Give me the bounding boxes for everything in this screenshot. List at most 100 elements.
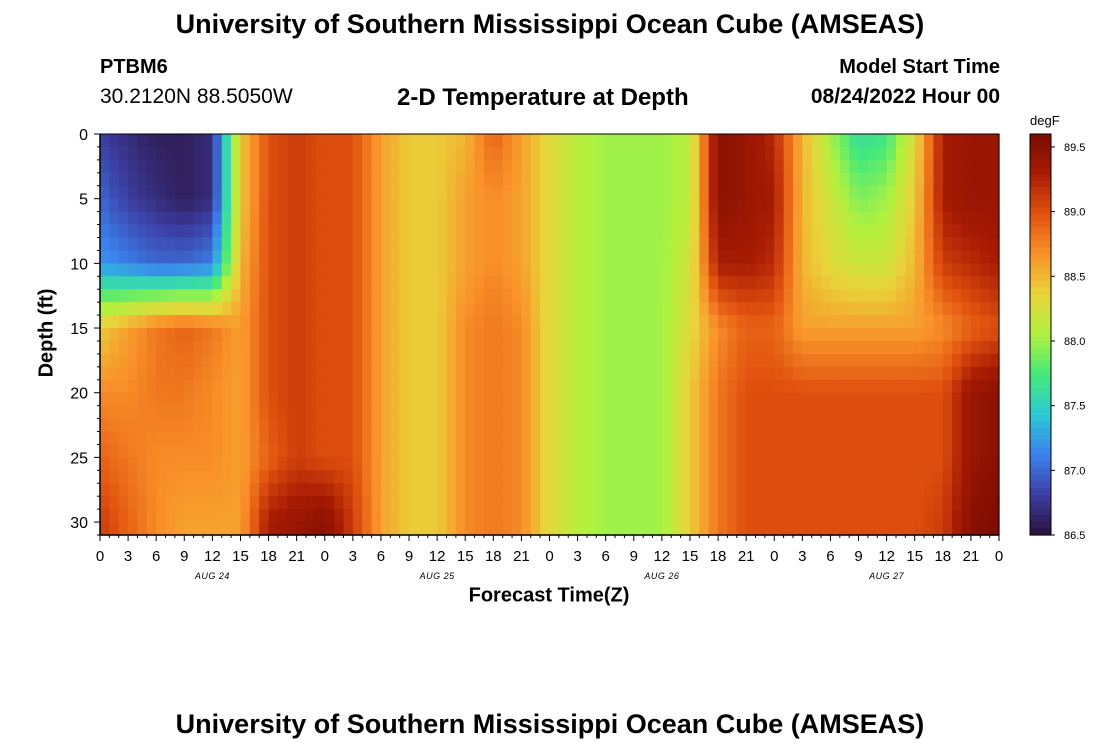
heatmap-cell <box>858 392 869 407</box>
heatmap-cell <box>895 328 906 342</box>
heatmap-cell <box>764 483 775 497</box>
heatmap-cell <box>718 276 729 290</box>
heatmap-cell <box>849 353 860 368</box>
colorbar-segment <box>1030 528 1051 536</box>
heatmap-cell <box>259 263 270 277</box>
heatmap-cell <box>792 211 803 226</box>
heatmap-cell <box>390 340 401 355</box>
heatmap-cell <box>231 263 242 277</box>
heatmap-cell <box>174 224 185 239</box>
heatmap-cell <box>343 366 354 381</box>
heatmap-cell <box>362 328 373 342</box>
heatmap-cell <box>858 224 869 239</box>
heatmap-cell <box>109 353 120 368</box>
heatmap-cell <box>671 185 682 200</box>
heatmap-cell <box>165 211 176 226</box>
heatmap-cell <box>530 340 541 355</box>
heatmap-cell <box>689 457 700 471</box>
heatmap-cell <box>736 263 747 277</box>
heatmap-cell <box>474 134 485 148</box>
heatmap-cell <box>774 159 785 174</box>
heatmap-cell <box>540 340 551 355</box>
heatmap-cell <box>521 263 532 277</box>
heatmap-cell <box>455 263 466 277</box>
heatmap-cell <box>324 276 335 290</box>
heatmap-cell <box>615 263 626 277</box>
heatmap-cell <box>324 522 335 536</box>
heatmap-cell <box>474 237 485 252</box>
heatmap-cell <box>362 353 373 368</box>
heatmap-cell <box>371 444 382 458</box>
colorbar-segment <box>1030 200 1051 209</box>
heatmap-cell <box>689 263 700 277</box>
heatmap-cell <box>137 237 148 252</box>
heatmap-cell <box>755 431 766 446</box>
heatmap-cell <box>586 146 597 161</box>
heatmap-cell <box>352 444 363 458</box>
heatmap-cell <box>399 418 410 433</box>
heatmap-cell <box>446 366 457 381</box>
heatmap-cell <box>306 146 316 161</box>
heatmap-cell <box>661 172 672 187</box>
heatmap-cell <box>877 496 888 510</box>
heatmap-cell <box>699 185 710 200</box>
heatmap-cell <box>324 379 335 394</box>
heatmap-cell <box>802 444 813 458</box>
heatmap-cell <box>483 522 494 536</box>
heatmap-cell <box>540 302 551 316</box>
heatmap-cell <box>306 509 316 523</box>
heatmap-cell <box>849 328 860 342</box>
heatmap-cell <box>596 392 607 407</box>
heatmap-cell <box>512 211 522 226</box>
heatmap-cell <box>558 470 569 484</box>
heatmap-cell <box>821 470 832 484</box>
heatmap-cell <box>399 366 410 381</box>
heatmap-cell <box>483 483 494 497</box>
heatmap-cell <box>287 263 298 277</box>
heatmap-cell <box>718 483 729 497</box>
heatmap-cell <box>343 431 354 446</box>
heatmap-cell <box>680 237 691 252</box>
heatmap-cell <box>689 315 700 329</box>
heatmap-cell <box>699 224 710 239</box>
heatmap-cell <box>184 392 195 407</box>
heatmap-cell <box>980 237 991 252</box>
heatmap-cell <box>989 159 1000 174</box>
heatmap-cell <box>334 496 345 510</box>
heatmap-cell <box>530 444 541 458</box>
heatmap-cell <box>174 457 185 471</box>
heatmap-cell <box>324 444 335 458</box>
heatmap-cell <box>334 457 345 471</box>
heatmap-cell <box>530 418 541 433</box>
heatmap-cell <box>418 276 429 290</box>
heatmap-cell <box>830 470 841 484</box>
heatmap-cell <box>315 159 326 174</box>
heatmap-cell <box>118 276 129 290</box>
heatmap-cell <box>633 470 644 484</box>
heatmap-cell <box>128 276 139 290</box>
heatmap-cell <box>905 224 916 239</box>
heatmap-cell <box>268 185 279 200</box>
heatmap-cell <box>530 315 541 329</box>
heatmap-cell <box>156 263 167 277</box>
heatmap-cell <box>277 328 288 342</box>
heatmap-cell <box>409 211 419 226</box>
heatmap-cell <box>174 483 185 497</box>
heatmap-cell <box>502 340 513 355</box>
heatmap-cell <box>558 353 569 368</box>
x-tick-label: 6 <box>377 548 385 565</box>
heatmap-cell <box>895 483 906 497</box>
heatmap-cell <box>137 418 148 433</box>
heatmap-cell <box>530 302 541 316</box>
heatmap-cell <box>212 224 223 239</box>
heatmap-cell <box>839 146 850 161</box>
heatmap-cell <box>380 134 391 148</box>
heatmap-cell <box>886 444 897 458</box>
heatmap-cell <box>980 302 991 316</box>
heatmap-cell <box>502 444 513 458</box>
heatmap-cell <box>652 289 663 303</box>
heatmap-cell <box>231 185 242 200</box>
heatmap-cell <box>942 302 953 316</box>
heatmap-cell <box>821 134 832 148</box>
